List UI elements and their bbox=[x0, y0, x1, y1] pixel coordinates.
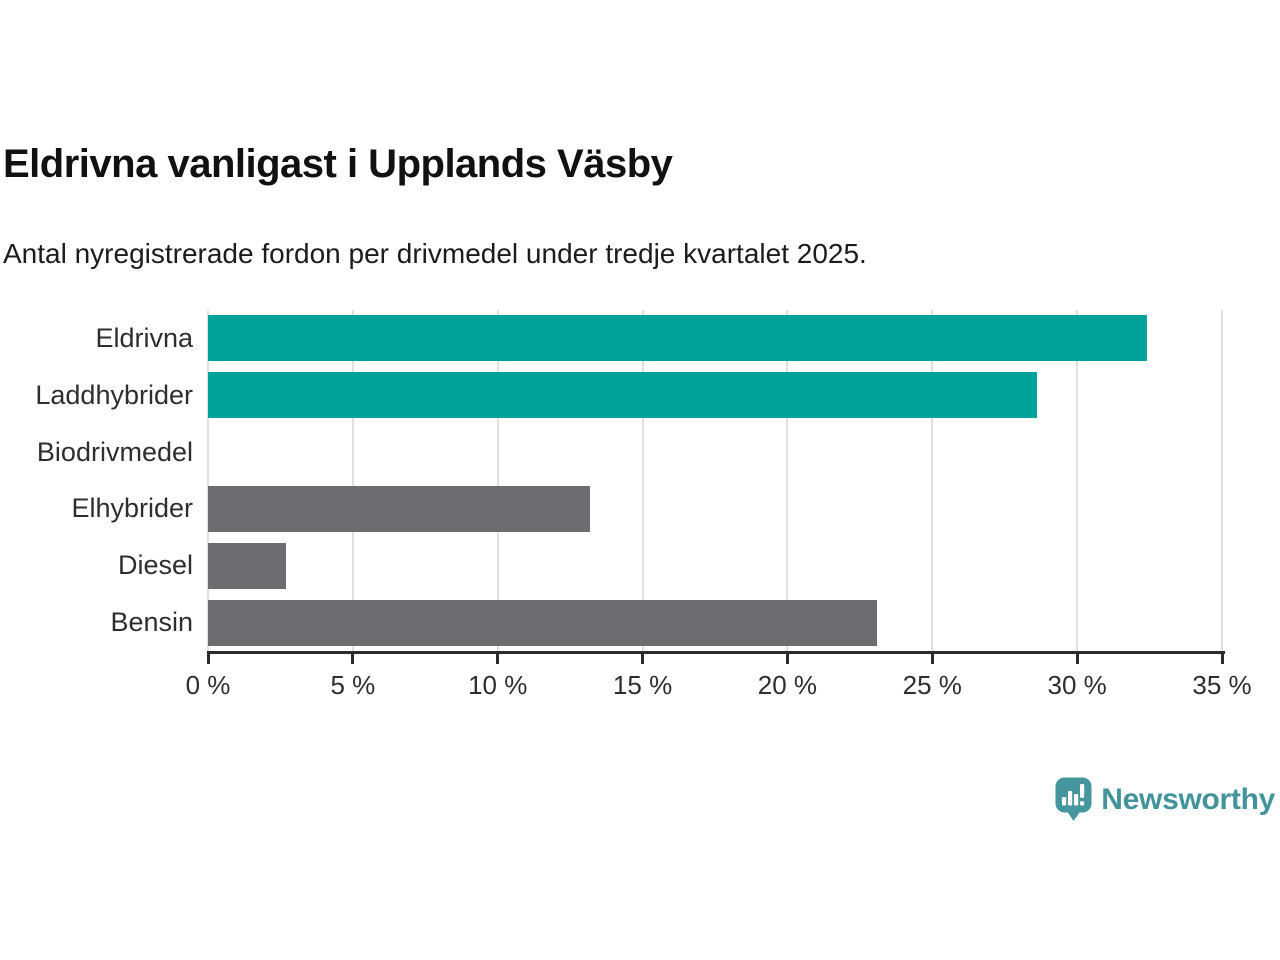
bar bbox=[208, 542, 287, 589]
gridline bbox=[786, 310, 789, 651]
gridline bbox=[931, 310, 934, 651]
gridline bbox=[207, 310, 209, 651]
bar bbox=[208, 372, 1037, 419]
axis-tick bbox=[496, 651, 500, 664]
bar-label: Diesel bbox=[117, 550, 193, 581]
axis-tick bbox=[1220, 651, 1224, 664]
bar bbox=[208, 599, 878, 646]
bar-label: Eldrivna bbox=[95, 322, 193, 353]
axis-tick bbox=[206, 651, 210, 664]
chart-subtitle: Antal nyregistrerade fordon per drivmede… bbox=[3, 238, 867, 269]
axis-tick bbox=[1075, 651, 1079, 664]
newsworthy-logo-text: Newsworthy bbox=[1101, 782, 1275, 816]
axis-tick-label: 20 % bbox=[757, 670, 818, 700]
bar-label: Elhybrider bbox=[71, 493, 193, 524]
newsworthy-logo-icon bbox=[1055, 777, 1092, 821]
gridline bbox=[1076, 310, 1079, 651]
axis-tick bbox=[351, 651, 355, 664]
gridline bbox=[641, 310, 644, 651]
bar-label: Bensin bbox=[110, 607, 193, 638]
axis-tick-label: 0 % bbox=[185, 670, 231, 700]
category-labels: Eldrivna Laddhybrider Biodrivmedel Elhybrid… bbox=[0, 310, 193, 651]
bar bbox=[208, 315, 1147, 362]
axis-tick-label: 5 % bbox=[330, 670, 376, 700]
bar-label: Biodrivmedel bbox=[36, 436, 193, 467]
plot-area: 0 % 5 % 10 % 15 % 20 % 25 % 30 % 35 % bbox=[186, 310, 1252, 700]
x-axis-line bbox=[208, 651, 1225, 654]
gridline bbox=[496, 310, 499, 651]
axis-tick-label: 35 % bbox=[1192, 670, 1252, 700]
axis-tick-label: 15 % bbox=[612, 670, 673, 700]
chart-title: Eldrivna vanligast i Upplands Väsby bbox=[3, 142, 673, 186]
axis-tick bbox=[930, 651, 934, 664]
newsworthy-logo: Newsworthy bbox=[1055, 777, 1275, 822]
bar-chart: Eldrivna Laddhybrider Biodrivmedel Elhybrid… bbox=[0, 310, 1280, 710]
axis-tick-label: 10 % bbox=[468, 670, 528, 700]
gridline bbox=[1221, 310, 1223, 651]
bar-label: Laddhybrider bbox=[35, 379, 193, 410]
axis-tick bbox=[785, 651, 789, 664]
axis-tick-label: 25 % bbox=[902, 670, 962, 700]
axis-tick bbox=[641, 651, 645, 664]
axis-tick-label: 30 % bbox=[1047, 670, 1107, 700]
gridline bbox=[351, 310, 354, 651]
bar bbox=[208, 485, 591, 532]
